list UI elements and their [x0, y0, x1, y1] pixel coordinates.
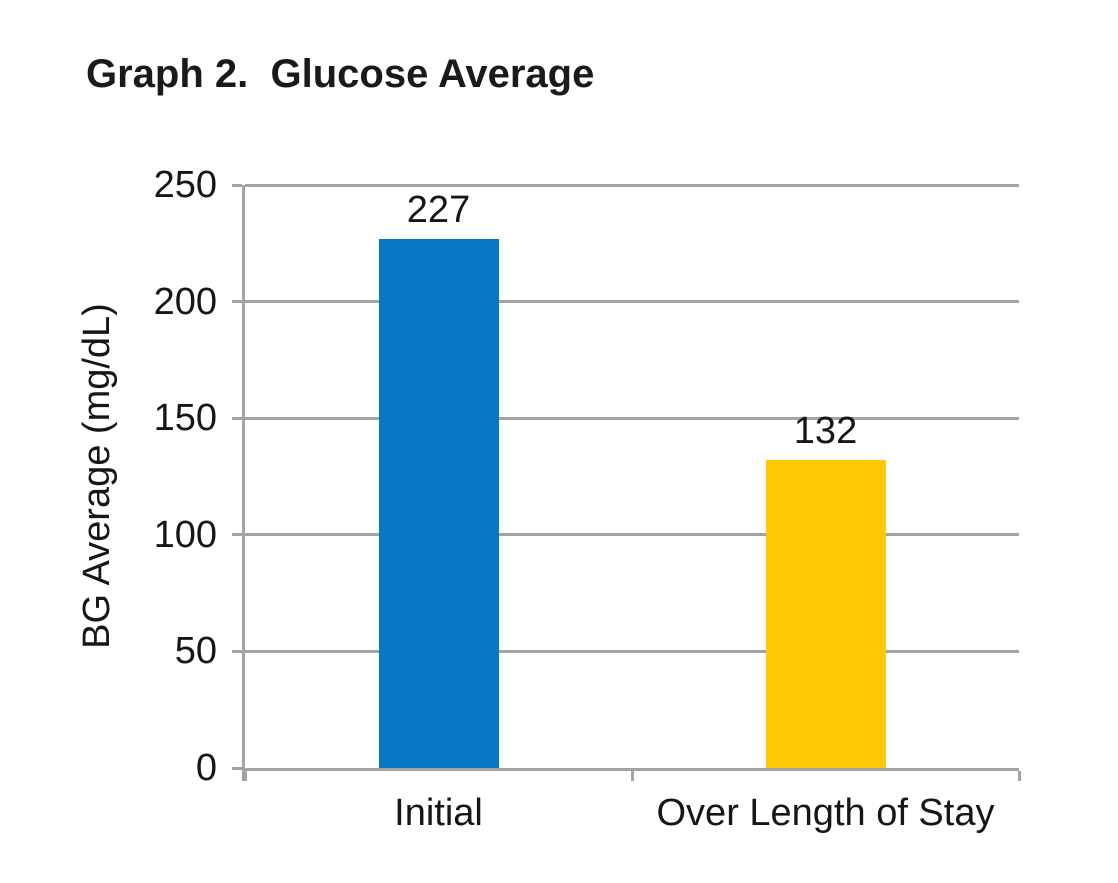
bar-value-label-initial: 227 [406, 188, 471, 231]
x-tick-mark-0 [243, 771, 247, 781]
gridline-y-50 [245, 649, 1019, 653]
y-tick-mark-50 [232, 649, 242, 653]
x-axis-line [242, 768, 1019, 771]
gridline-y-250 [245, 183, 1019, 187]
y-tick-label-150: 150 [153, 397, 217, 440]
x-category-label-initial: Initial [394, 792, 483, 834]
bar-over-length-of-stay [765, 460, 886, 768]
y-tick-mark-100 [232, 533, 242, 537]
bar-value-label-over-length-of-stay: 132 [793, 410, 858, 453]
y-tick-mark-0 [232, 766, 242, 770]
gridline-y-150 [245, 416, 1019, 420]
bar-initial [378, 238, 499, 768]
x-category-label-over-length-of-stay: Over Length of Stay [656, 792, 995, 834]
y-tick-mark-200 [232, 300, 242, 304]
x-tick-mark-1 [630, 771, 634, 781]
y-tick-mark-250 [232, 183, 242, 187]
chart-title: Graph 2. Glucose Average [86, 52, 595, 96]
y-tick-mark-150 [232, 416, 242, 420]
y-tick-label-200: 200 [153, 280, 217, 323]
y-axis-title: BG Average (mg/dL) [76, 303, 118, 649]
plot-area: 0 50 100 150 200 250 227 Initial 132 Over Length … [154, 164, 1021, 834]
y-tick-label-50: 50 [174, 630, 217, 673]
y-tick-label-250: 250 [153, 164, 217, 206]
y-tick-label-100: 100 [153, 513, 217, 556]
y-tick-label-0: 0 [195, 747, 217, 789]
gridline-y-200 [245, 300, 1019, 304]
gridline-y-100 [245, 533, 1019, 537]
x-tick-mark-2 [1017, 771, 1021, 781]
y-axis-line [242, 185, 245, 781]
